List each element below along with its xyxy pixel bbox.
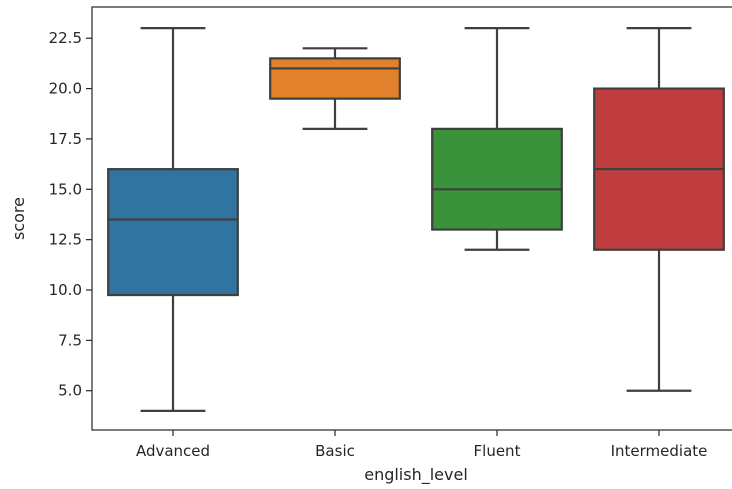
box-intermediate xyxy=(593,27,725,392)
iqr-box xyxy=(431,127,563,231)
box-advanced xyxy=(107,27,239,412)
x-tick-label: Fluent xyxy=(474,442,521,460)
y-tick-label: 5.0 xyxy=(58,382,82,400)
y-axis-title: score xyxy=(9,197,28,240)
y-tick-label: 10.0 xyxy=(49,281,82,299)
x-tick-label: Advanced xyxy=(136,442,210,460)
y-tick-label: 12.5 xyxy=(49,231,82,249)
y-axis: 5.0 7.5 10.0 12.5 15.0 17.5 20.0 22.5 xyxy=(49,29,92,400)
plot-frame xyxy=(91,6,732,431)
y-tick-label: 7.5 xyxy=(58,331,82,349)
x-axis: Advanced Basic Fluent Intermediate xyxy=(136,430,707,460)
y-tick-label: 15.0 xyxy=(49,180,82,198)
iqr-box xyxy=(107,168,239,297)
y-tick-label: 22.5 xyxy=(49,29,82,47)
iqr-box xyxy=(269,57,401,100)
x-tick-label: Basic xyxy=(315,442,355,460)
boxes xyxy=(107,27,725,412)
y-tick-label: 20.0 xyxy=(49,80,82,98)
x-tick-label: Intermediate xyxy=(611,442,708,460)
x-axis-title: english_level xyxy=(364,465,468,485)
box-fluent xyxy=(431,27,563,251)
box-basic xyxy=(269,47,401,130)
y-tick-label: 17.5 xyxy=(49,130,82,148)
